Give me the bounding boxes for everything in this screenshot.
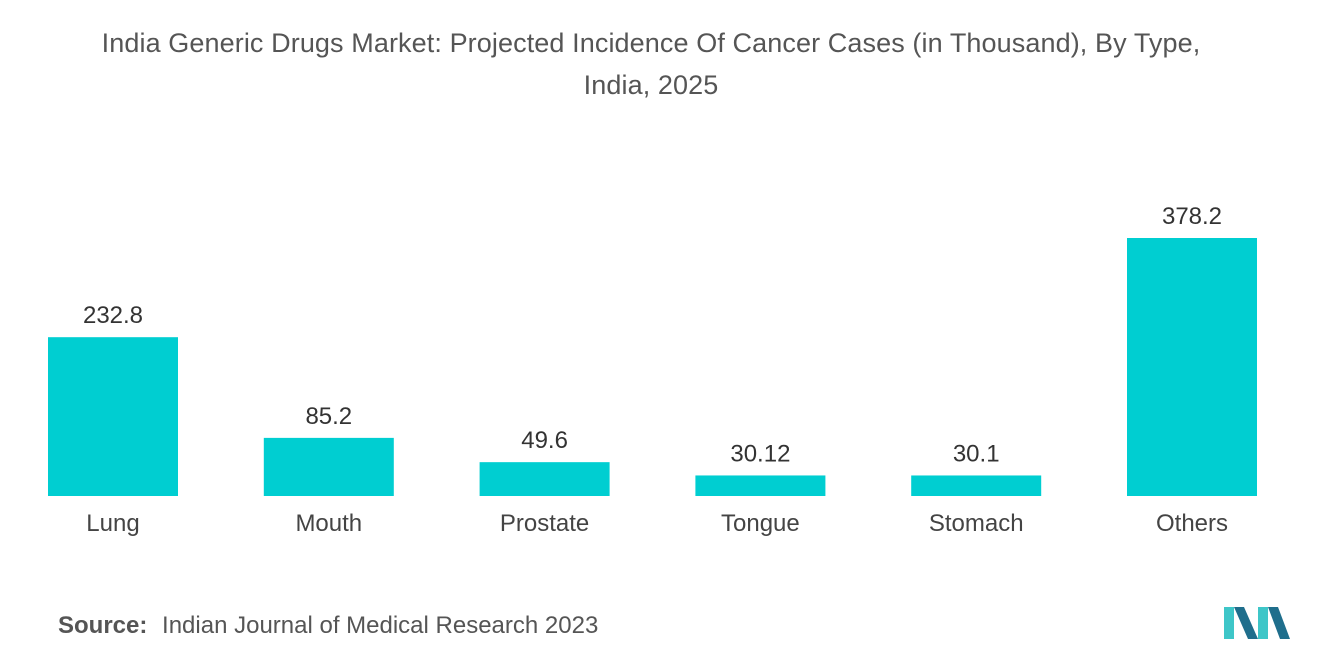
value-label-mouth: 85.2 bbox=[305, 403, 352, 430]
mordor-intelligence-logo-icon bbox=[1224, 607, 1290, 639]
source-text: Indian Journal of Medical Research 2023 bbox=[162, 612, 599, 639]
value-label-prostate: 49.6 bbox=[521, 427, 568, 454]
category-label-mouth: Mouth bbox=[295, 510, 362, 537]
category-label-prostate: Prostate bbox=[500, 510, 589, 537]
category-label-lung: Lung bbox=[86, 510, 139, 537]
bar-tongue bbox=[695, 475, 826, 496]
chart-title-line-2: India, 2025 bbox=[583, 70, 719, 100]
value-label-others: 378.2 bbox=[1162, 203, 1222, 230]
value-label-tongue: 30.12 bbox=[730, 440, 790, 467]
value-label-stomach: 30.1 bbox=[953, 440, 1000, 467]
bar-stomach bbox=[911, 475, 1042, 496]
logo-shape-diag-1 bbox=[1234, 607, 1258, 639]
source-label: Source: bbox=[58, 612, 148, 639]
category-label-others: Others bbox=[1156, 510, 1228, 537]
bar-others bbox=[1127, 238, 1257, 496]
logo-shape-diag-2 bbox=[1268, 607, 1290, 639]
category-label-stomach: Stomach bbox=[929, 510, 1024, 537]
logo-shape-mid bbox=[1258, 607, 1268, 639]
chart-title-line-1: India Generic Drugs Market: Projected In… bbox=[101, 28, 1201, 58]
bar-prostate bbox=[479, 462, 610, 496]
category-label-tongue: Tongue bbox=[721, 510, 800, 537]
bar-chart: 232.8 Lung 85.2 Mouth 49.6 Prostate 30.12 Tongu… bbox=[48, 203, 1257, 537]
bar-lung bbox=[48, 337, 178, 496]
logo-shape-left bbox=[1224, 607, 1234, 639]
value-label-lung: 232.8 bbox=[83, 302, 143, 329]
bar-mouth bbox=[263, 437, 394, 496]
chart-title: India Generic Drugs Market: Projected In… bbox=[0, 22, 1302, 106]
source-note: Source: Indian Journal of Medical Resear… bbox=[58, 612, 598, 640]
